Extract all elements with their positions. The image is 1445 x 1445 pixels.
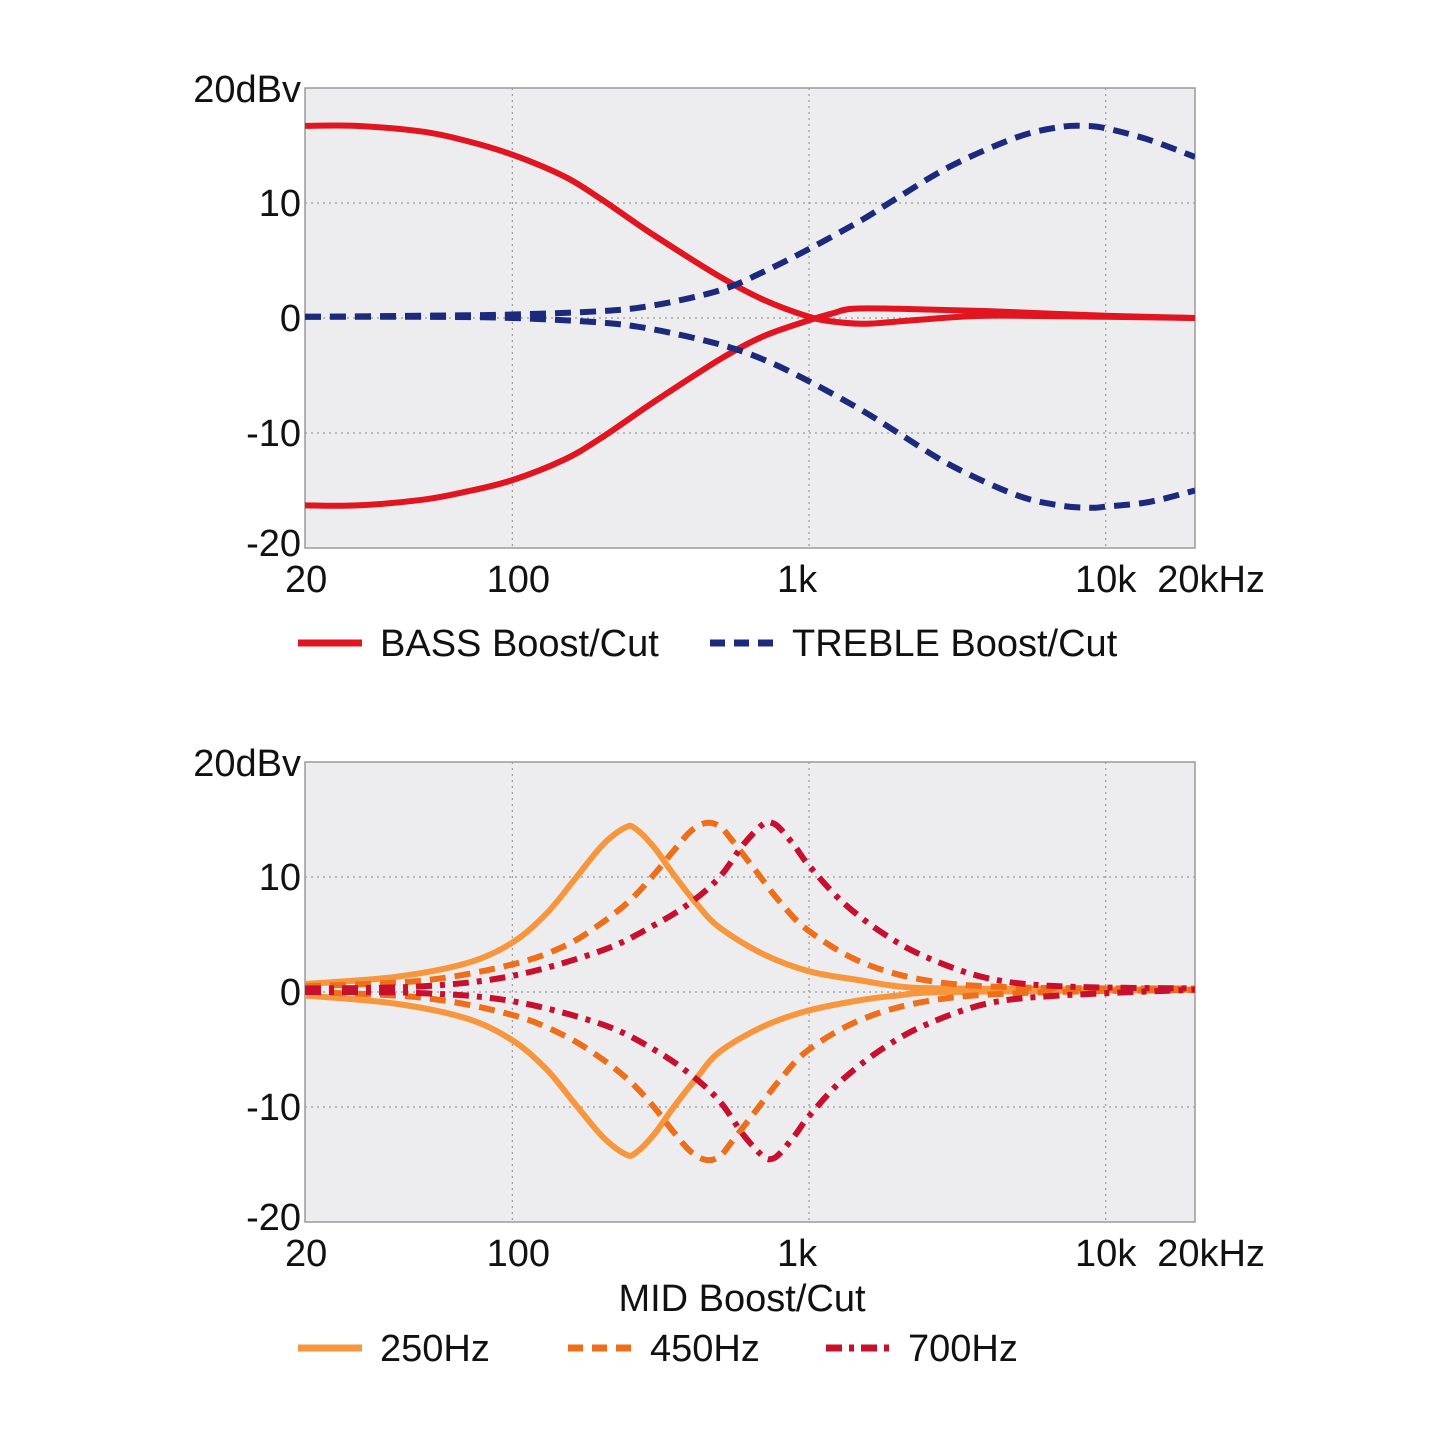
chart1-y-tick-label: 20dBv [193, 743, 301, 785]
chart1-legend-label: 250Hz [380, 1328, 490, 1370]
chart1-series-700hz-boost [305, 818, 1195, 992]
bass-treble-chart: 20dBv 10 0 -10 -20 20 100 1k 10k 20kHz BASS Boost/… [0, 0, 1445, 690]
chart0-y-tick-label: -10 [246, 413, 301, 455]
chart1-series-250hz-cut [305, 986, 1195, 1159]
chart1-series-450hz-cut [305, 986, 1195, 1164]
chart1-x-tick-label: 20kHz [1157, 1233, 1265, 1275]
chart1-x-tick-label: 100 [487, 1233, 550, 1275]
chart1-series-250hz-boost [305, 822, 1195, 993]
chart0-x-tick-label: 100 [487, 559, 550, 601]
chart1-series-700hz-cut [305, 986, 1195, 1163]
chart0-x-tick-label: 10k [1075, 559, 1137, 601]
chart0-y-tick-label: 10 [259, 183, 301, 225]
chart0-series-bass-boost-cut-cut [305, 305, 1195, 509]
chart0-series-bass-boost-cut-boost [305, 122, 1195, 327]
chart0-legend-label: TREBLE Boost/Cut [792, 623, 1118, 665]
chart0-series-group [305, 122, 1195, 511]
chart0-series-treble-boost-cut-boost [305, 122, 1195, 320]
chart0-y-tick-label: -20 [246, 523, 301, 565]
chart1-series-450hz-boost [305, 819, 1195, 992]
chart1-x-axis-title: MID Boost/Cut [618, 1278, 866, 1320]
chart1-y-tick-label: -20 [246, 1197, 301, 1239]
chart0-y-tick-label: 20dBv [193, 69, 301, 111]
chart0-x-tick-label: 20kHz [1157, 559, 1265, 601]
chart1-y-tick-label: 0 [280, 972, 301, 1014]
chart0-x-tick-label: 1k [777, 559, 818, 601]
chart0-legend-label: BASS Boost/Cut [380, 623, 659, 665]
chart1-y-tick-label: 10 [259, 857, 301, 899]
chart0-series-treble-boost-cut-cut [305, 313, 1195, 511]
chart1-legend-label: 700Hz [908, 1328, 1018, 1370]
chart1-y-tick-label: -10 [246, 1087, 301, 1129]
chart0-x-tick-label: 20 [285, 559, 327, 601]
mid-chart: 20dBv 10 0 -10 -20 20 100 1k 10k 20kHz MID Boost/C… [0, 690, 1445, 1445]
chart1-x-tick-label: 10k [1075, 1233, 1137, 1275]
chart1-x-tick-label: 20 [285, 1233, 327, 1275]
chart1-series-group [305, 818, 1195, 1164]
chart1-legend-label: 450Hz [650, 1328, 760, 1370]
chart1-x-tick-label: 1k [777, 1233, 818, 1275]
chart0-y-tick-label: 0 [280, 298, 301, 340]
